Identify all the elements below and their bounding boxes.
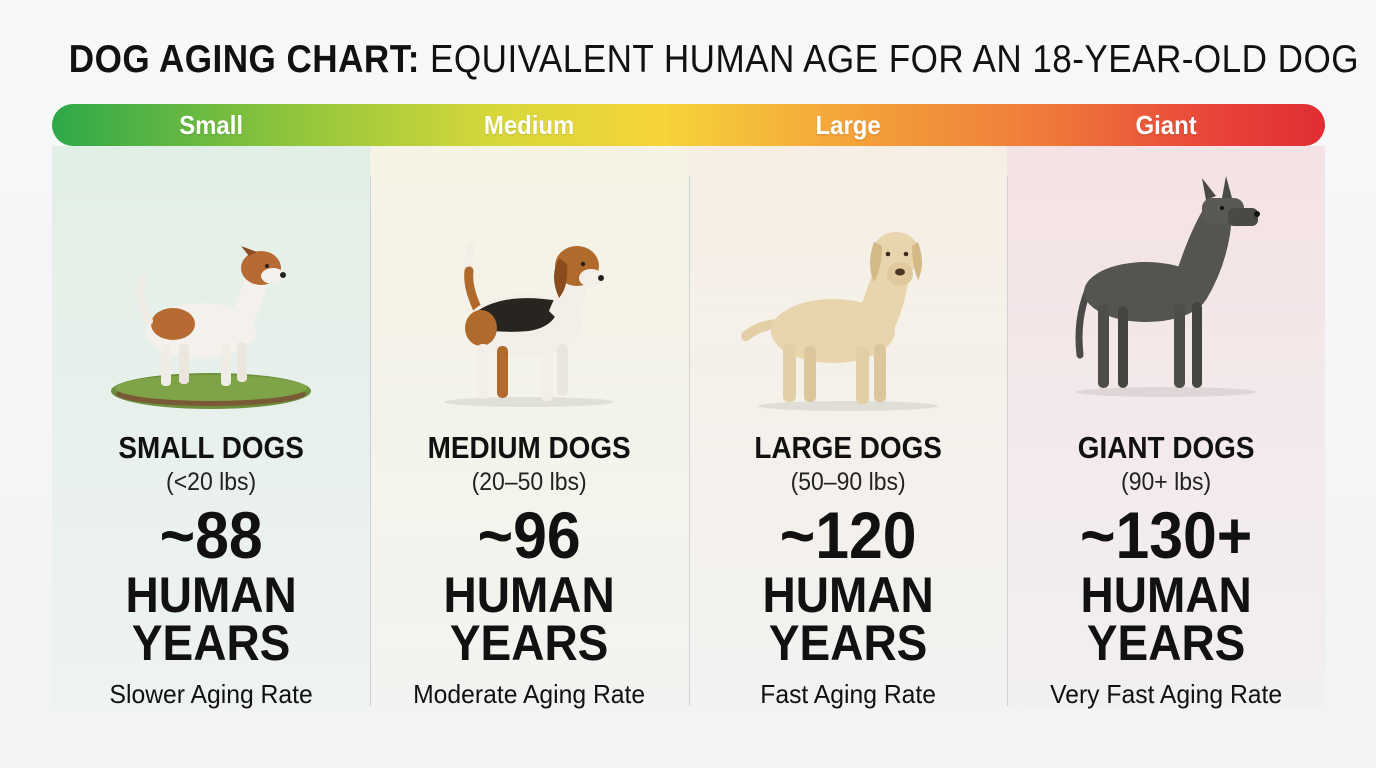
panel-giant-dogs: GIANT DOGS (90+ lbs) ~130+ HUMAN YEARS V… [1006,146,1325,709]
size-label-giant: Giant [1135,110,1197,140]
page-title: DOG AGING CHART: EQUIVALENT HUMAN AGE FO… [68,38,1359,82]
human-age-value: ~88 [159,498,263,572]
giant-dog-icon [1075,176,1260,397]
size-label-large: Large [815,110,881,140]
size-label-medium: Medium [484,110,575,140]
large-dog-icon [740,232,938,411]
weight-range: (50–90 lbs) [790,468,906,496]
age-unit-human: HUMAN [1080,567,1252,623]
category-name: SMALL DOGS [118,430,304,465]
weight-range: (90+ lbs) [1120,468,1211,496]
age-unit-human: HUMAN [762,567,934,623]
weight-range: (<20 lbs) [166,468,257,496]
panel-large-dogs: LARGE DOGS (50–90 lbs) ~120 HUMAN YEARS … [688,146,1007,709]
human-age-value: ~96 [477,498,581,572]
medium-dog-icon [444,241,615,407]
size-label-small: Small [179,110,244,140]
small-dog-icon [111,246,312,409]
divider [688,176,690,706]
divider [370,176,372,706]
aging-rate: Slower Aging Rate [109,679,313,709]
category-name: LARGE DOGS [753,430,942,465]
aging-rate: Very Fast Aging Rate [1049,679,1282,709]
weight-range: (20–50 lbs) [471,468,587,496]
aging-rate: Moderate Aging Rate [413,679,646,709]
category-name: GIANT DOGS [1077,430,1255,465]
divider [1006,176,1008,706]
age-unit-years: YEARS [450,615,609,671]
age-unit-human: HUMAN [443,567,615,623]
human-age-value: ~120 [779,498,917,572]
aging-rate: Fast Aging Rate [759,679,936,709]
title-regular-part: EQUIVALENT HUMAN AGE FOR AN 18-YEAR-OLD … [419,38,1359,81]
human-age-value: ~130+ [1079,498,1252,572]
size-gradient-bar: Small Medium Large Giant [52,104,1325,146]
panel-medium-dogs: MEDIUM DOGS (20–50 lbs) ~96 HUMAN YEARS … [370,146,689,709]
title-bold-part: DOG AGING CHART: [68,38,420,81]
age-unit-years: YEARS [131,615,291,671]
category-panels: SMALL DOGS (<20 lbs) ~88 HUMAN YEARS Slo… [52,146,1325,709]
panel-small-dogs: SMALL DOGS (<20 lbs) ~88 HUMAN YEARS Slo… [52,146,371,709]
age-unit-years: YEARS [768,615,927,671]
category-name: MEDIUM DOGS [427,430,631,465]
age-unit-human: HUMAN [125,567,297,623]
age-unit-years: YEARS [1086,615,1246,671]
